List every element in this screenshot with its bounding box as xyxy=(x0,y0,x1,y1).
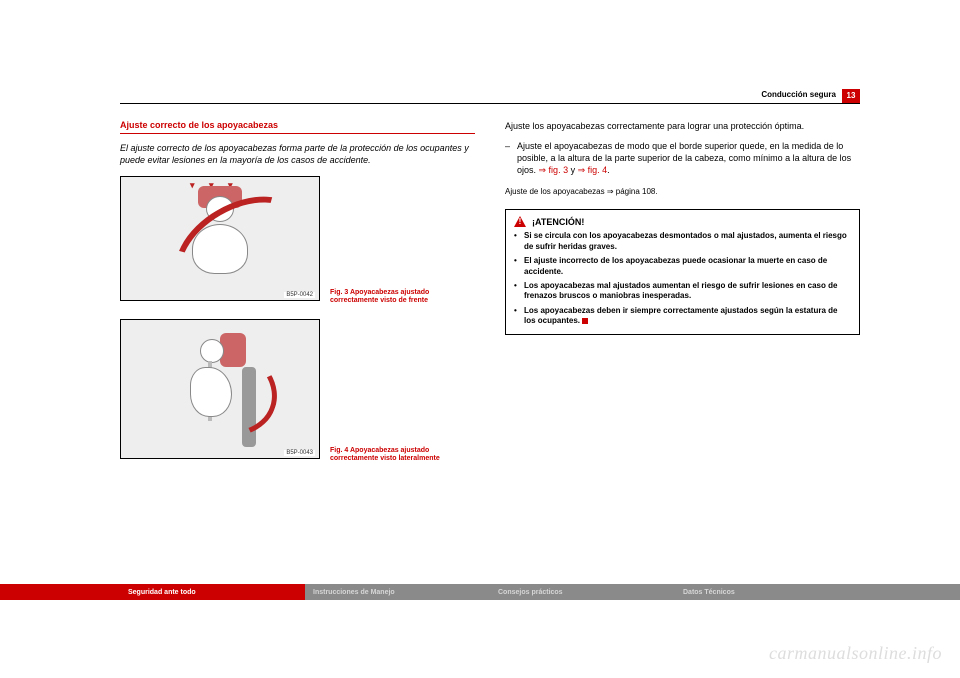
warning-header: ¡ATENCIÓN! xyxy=(514,216,851,227)
header-section-title: Conducción segura xyxy=(761,90,836,99)
figure-3-caption: Fig. 3 Apoyacabezas ajustado correctamen… xyxy=(330,289,440,306)
warning-box: ¡ATENCIÓN! Si se circula con los apoyaca… xyxy=(505,209,860,335)
paragraph-1: Ajuste los apoyacabezas correctamente pa… xyxy=(505,120,860,132)
end-square-icon xyxy=(582,318,588,324)
figure-4-caption: Fig. 4 Apoyacabezas ajustado correctamen… xyxy=(330,447,440,464)
watermark-text: carmanualsonline.info xyxy=(769,643,942,664)
figure-4: B5P-0043 xyxy=(120,319,320,459)
warning-item: Los apoyacabezas mal ajustados aumentan … xyxy=(514,281,851,302)
figref-3: ⇒ fig. 3 xyxy=(539,165,569,175)
sentence-end: . xyxy=(607,165,610,175)
tab-label: Datos Técnicos xyxy=(683,589,735,596)
tab-consejos[interactable]: Consejos prácticos xyxy=(490,584,675,600)
figure-3-row: ▾ ▾ ▾ B5P-0042 Fig. 3 Apoyacabezas ajust… xyxy=(120,176,475,305)
tab-label: Instrucciones de Manejo xyxy=(313,589,395,596)
page-number-badge: 13 xyxy=(842,89,860,103)
footer-right-spacer xyxy=(860,584,960,600)
left-column: Ajuste correcto de los apoyacabezas El a… xyxy=(120,120,475,578)
tab-instrucciones[interactable]: Instrucciones de Manejo xyxy=(305,584,490,600)
headrest-side-illustration xyxy=(160,327,280,452)
adjust-instruction: Ajuste el apoyacabezas de modo que el bo… xyxy=(505,140,860,176)
intro-paragraph: El ajuste correcto de los apoyacabezas f… xyxy=(120,142,475,166)
warning-item: El ajuste incorrecto de los apoyacabezas… xyxy=(514,256,851,277)
paragraph-2: Ajuste de los apoyacabezas ⇒ página 108. xyxy=(505,187,860,198)
section-heading: Ajuste correcto de los apoyacabezas xyxy=(120,120,475,134)
warning-item: Si se circula con los apoyacabezas desmo… xyxy=(514,231,851,252)
figure-4-row: B5P-0043 Fig. 4 Apoyacabezas ajustado co… xyxy=(120,319,475,463)
tab-label: Consejos prácticos xyxy=(498,589,563,596)
figref-4: ⇒ fig. 4 xyxy=(578,165,608,175)
headrest-front-illustration: ▾ ▾ ▾ xyxy=(160,184,280,294)
warning-title: ¡ATENCIÓN! xyxy=(532,217,584,227)
tab-datos[interactable]: Datos Técnicos xyxy=(675,584,860,600)
page-header: Conducción segura 13 xyxy=(120,88,860,104)
tab-seguridad[interactable]: Seguridad ante todo xyxy=(120,584,305,600)
content-area: Ajuste correcto de los apoyacabezas El a… xyxy=(120,120,860,578)
figure-3-code: B5P-0042 xyxy=(284,292,315,298)
warning-item: Los apoyacabezas deben ir siempre correc… xyxy=(514,306,851,327)
right-column: Ajuste los apoyacabezas correctamente pa… xyxy=(505,120,860,578)
warning-item-text: Los apoyacabezas deben ir siempre correc… xyxy=(524,306,837,325)
tab-label: Seguridad ante todo xyxy=(128,589,196,596)
footer-tabs: Seguridad ante todo Instrucciones de Man… xyxy=(0,584,960,600)
and-text: y xyxy=(568,165,578,175)
warning-triangle-icon xyxy=(514,216,526,227)
figure-4-code: B5P-0043 xyxy=(284,450,315,456)
figure-3: ▾ ▾ ▾ B5P-0042 xyxy=(120,176,320,301)
footer-left-spacer xyxy=(0,584,120,600)
seatbelt-side-shape xyxy=(156,329,290,451)
page: Conducción segura 13 Ajuste correcto de … xyxy=(0,0,960,678)
